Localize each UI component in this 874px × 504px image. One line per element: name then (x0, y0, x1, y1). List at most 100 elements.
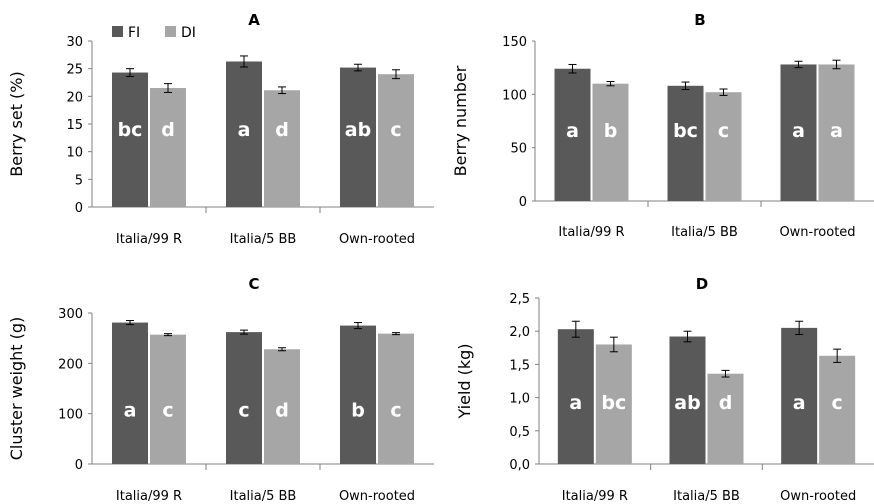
y-tick-label: 30 (66, 35, 83, 50)
error-bar (278, 86, 286, 95)
significance-letter: a (792, 120, 805, 142)
error-bar (164, 333, 172, 337)
panel-d: D Yield (kg) 0,0 0,5 1,0 1,5 2,0 2,5 Italia/99 R… (455, 275, 874, 504)
y-tick-label: 0 (75, 458, 83, 473)
y-tick-label: 5 (75, 173, 83, 188)
bar-di (819, 355, 856, 464)
significance-letter: d (161, 119, 175, 141)
error-bar (568, 63, 577, 74)
error-bar (795, 320, 804, 336)
error-bar (278, 347, 286, 352)
x-tick-label: Italia/99 R (558, 225, 624, 240)
x-tick-label: Own-rooted (339, 489, 415, 504)
significance-letter: d (275, 119, 289, 141)
bar-fi (557, 329, 594, 464)
error-bar (392, 69, 400, 80)
y-tick-label: 0 (75, 201, 83, 216)
error-bar (126, 320, 134, 326)
significance-letter: a (830, 120, 843, 142)
bar-fi (340, 325, 376, 464)
y-tick-label: 50 (510, 142, 527, 157)
error-bar (164, 83, 172, 93)
bar-fi (781, 327, 818, 464)
error-bar (392, 332, 400, 336)
y-tick-label: 0 (519, 195, 527, 210)
bar-di (150, 88, 186, 207)
y-tick-label: 25 (66, 63, 83, 78)
x-tick-label: Italia/5 BB (230, 232, 297, 247)
error-bar (606, 81, 615, 87)
significance-letter: b (351, 400, 365, 422)
x-tick-label: Italia/5 BB (673, 489, 740, 504)
x-tick-label: Italia/99 R (562, 489, 628, 504)
bar-fi (780, 64, 817, 201)
bar-fi (226, 61, 262, 208)
error-bar (794, 60, 803, 69)
error-bar (354, 322, 362, 330)
bar-fi (340, 67, 376, 207)
significance-letter: c (390, 400, 401, 422)
y-tick-label: 1,5 (509, 358, 530, 373)
x-tick-label: Own-rooted (339, 232, 415, 247)
significance-letter: c (162, 400, 173, 422)
legend-label-fi: FI (128, 25, 140, 41)
y-tick-label: 2,0 (509, 325, 530, 340)
significance-letter: ab (674, 392, 700, 414)
x-tick-label: Italia/5 BB (671, 225, 738, 240)
x-tick-label: Own-rooted (779, 225, 855, 240)
significance-letter: c (832, 392, 843, 414)
significance-letter: bc (673, 120, 698, 142)
panel-b: B Berry number 0 50 100 150 Italia/99 R Italia/… (451, 11, 874, 240)
bar-di (818, 64, 855, 201)
panel-title: B (694, 11, 705, 29)
y-tick-label: 150 (502, 35, 527, 50)
significance-letter: b (604, 120, 618, 142)
error-bar (240, 55, 248, 68)
panel-title: D (696, 275, 708, 293)
significance-letter: a (569, 392, 582, 414)
error-bar (719, 88, 728, 96)
significance-letter: a (238, 119, 251, 141)
error-bar (354, 63, 362, 72)
y-tick-label: 10 (66, 146, 83, 161)
significance-letter: a (124, 400, 137, 422)
x-tick-label: Italia/5 BB (230, 489, 297, 504)
significance-letter: a (566, 120, 579, 142)
significance-letter: ab (345, 119, 371, 141)
legend-swatch-di (165, 26, 176, 37)
significance-letter: bc (601, 392, 626, 414)
legend: FI DI (112, 25, 196, 41)
bar-di (264, 349, 300, 464)
y-axis-label: Berry number (451, 65, 470, 176)
significance-letter: d (275, 400, 289, 422)
bar-di (592, 83, 629, 201)
significance-letter: c (238, 400, 249, 422)
y-tick-label: 200 (58, 357, 83, 372)
x-tick-label: Italia/99 R (116, 489, 182, 504)
y-tick-label: 300 (58, 307, 83, 322)
error-bar (833, 348, 842, 363)
error-bar (240, 329, 248, 335)
x-tick-label: Italia/99 R (116, 232, 182, 247)
bar-fi (226, 332, 262, 464)
bar-di (595, 344, 632, 464)
bar-fi (554, 68, 591, 201)
error-bar (683, 330, 692, 343)
bar-fi (112, 72, 148, 207)
bar-di (378, 333, 414, 464)
bar-fi (112, 322, 148, 464)
panel-title: A (248, 11, 260, 29)
panel-c: C Cluster weight (g) 0 100 200 300 Italia/99 R… (7, 275, 434, 504)
error-bar (681, 81, 690, 91)
y-tick-label: 0,0 (509, 458, 530, 473)
error-bar (571, 320, 580, 338)
bar-di (707, 373, 744, 464)
significance-letter: c (390, 119, 401, 141)
y-tick-label: 100 (502, 88, 527, 103)
significance-letter: d (719, 392, 733, 414)
error-bar (832, 59, 841, 70)
y-tick-label: 15 (66, 118, 83, 133)
y-tick-label: 20 (66, 90, 83, 105)
error-bar (126, 68, 134, 77)
significance-letter: a (793, 392, 806, 414)
